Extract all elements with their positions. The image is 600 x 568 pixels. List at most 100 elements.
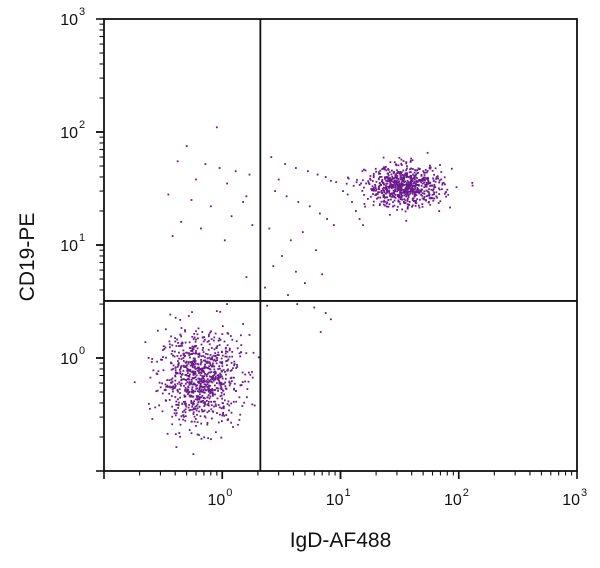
data-point	[202, 386, 205, 388]
data-point	[393, 177, 396, 180]
data-point	[220, 362, 223, 364]
data-point	[152, 369, 155, 372]
data-point	[192, 352, 195, 355]
data-point	[184, 361, 187, 364]
data-point	[222, 405, 225, 408]
data-point	[370, 195, 372, 198]
data-point	[404, 210, 407, 213]
data-point	[401, 191, 404, 194]
data-point	[406, 203, 409, 206]
data-point	[378, 172, 380, 175]
data-point	[196, 333, 199, 336]
data-point	[406, 176, 409, 178]
data-point	[219, 387, 222, 390]
data-point	[217, 378, 219, 381]
data-point	[347, 177, 350, 180]
data-point	[217, 377, 219, 380]
data-point	[413, 176, 416, 179]
data-point	[380, 176, 383, 178]
data-point	[178, 345, 180, 347]
data-point	[389, 193, 392, 195]
data-point	[230, 361, 233, 364]
data-point	[175, 446, 178, 448]
data-point	[382, 167, 385, 170]
data-point	[206, 383, 209, 386]
data-point	[187, 393, 189, 395]
data-point	[418, 179, 420, 181]
data-point	[393, 183, 396, 185]
data-point	[218, 379, 220, 382]
y-tick-label: 10 3	[60, 6, 85, 29]
data-point	[201, 400, 203, 402]
data-point	[390, 198, 392, 201]
data-point	[180, 327, 183, 329]
data-point	[423, 198, 425, 201]
data-point	[221, 375, 223, 378]
data-point	[416, 184, 419, 186]
data-point	[194, 376, 197, 379]
data-point	[212, 376, 214, 378]
data-point	[394, 184, 397, 187]
data-point	[221, 333, 224, 335]
data-point	[204, 386, 206, 388]
data-point	[198, 378, 201, 381]
data-point	[266, 304, 269, 307]
x-tick-label-exponent: 0	[226, 487, 232, 499]
data-point	[367, 198, 369, 200]
y-tick-label: 10 2	[60, 119, 85, 142]
data-point	[204, 401, 206, 403]
data-point	[406, 193, 409, 196]
data-point	[383, 204, 386, 207]
data-point	[196, 367, 198, 370]
data-point	[364, 205, 366, 208]
y-tick-label: 10 1	[60, 232, 85, 255]
data-point	[188, 390, 190, 393]
data-point	[378, 204, 381, 206]
data-point	[201, 391, 204, 393]
data-point	[224, 371, 226, 373]
data-point	[394, 175, 397, 178]
data-point	[162, 345, 165, 347]
data-point	[194, 383, 197, 386]
data-point	[372, 193, 374, 195]
data-point	[214, 375, 217, 378]
data-point	[200, 378, 203, 381]
data-point	[214, 388, 217, 391]
data-point	[175, 412, 178, 415]
data-point	[382, 196, 385, 198]
data-point	[233, 364, 235, 367]
data-point	[410, 182, 413, 185]
data-point	[190, 381, 193, 383]
data-point	[231, 355, 234, 358]
data-point	[178, 401, 180, 404]
data-point	[215, 431, 217, 434]
data-point	[414, 175, 417, 177]
data-point	[204, 380, 206, 383]
data-point	[211, 364, 214, 367]
data-point	[446, 188, 449, 191]
data-point	[184, 389, 186, 391]
data-point	[180, 358, 183, 360]
data-point	[208, 365, 210, 368]
data-point	[221, 365, 224, 368]
data-point	[179, 423, 182, 426]
data-point	[411, 204, 414, 207]
data-point	[185, 351, 188, 354]
data-point	[399, 191, 401, 194]
data-point	[174, 396, 177, 398]
data-point	[201, 395, 204, 397]
data-point	[401, 194, 403, 197]
data-point	[415, 190, 417, 193]
data-point	[212, 377, 215, 379]
data-point	[194, 405, 197, 408]
data-point	[402, 189, 405, 191]
data-point	[148, 402, 150, 405]
data-point	[375, 180, 378, 183]
data-point	[217, 374, 220, 376]
data-point	[214, 360, 217, 362]
data-point	[351, 201, 353, 203]
data-point	[202, 389, 205, 392]
data-point	[355, 181, 358, 184]
data-point	[429, 164, 431, 167]
data-point	[421, 197, 424, 200]
